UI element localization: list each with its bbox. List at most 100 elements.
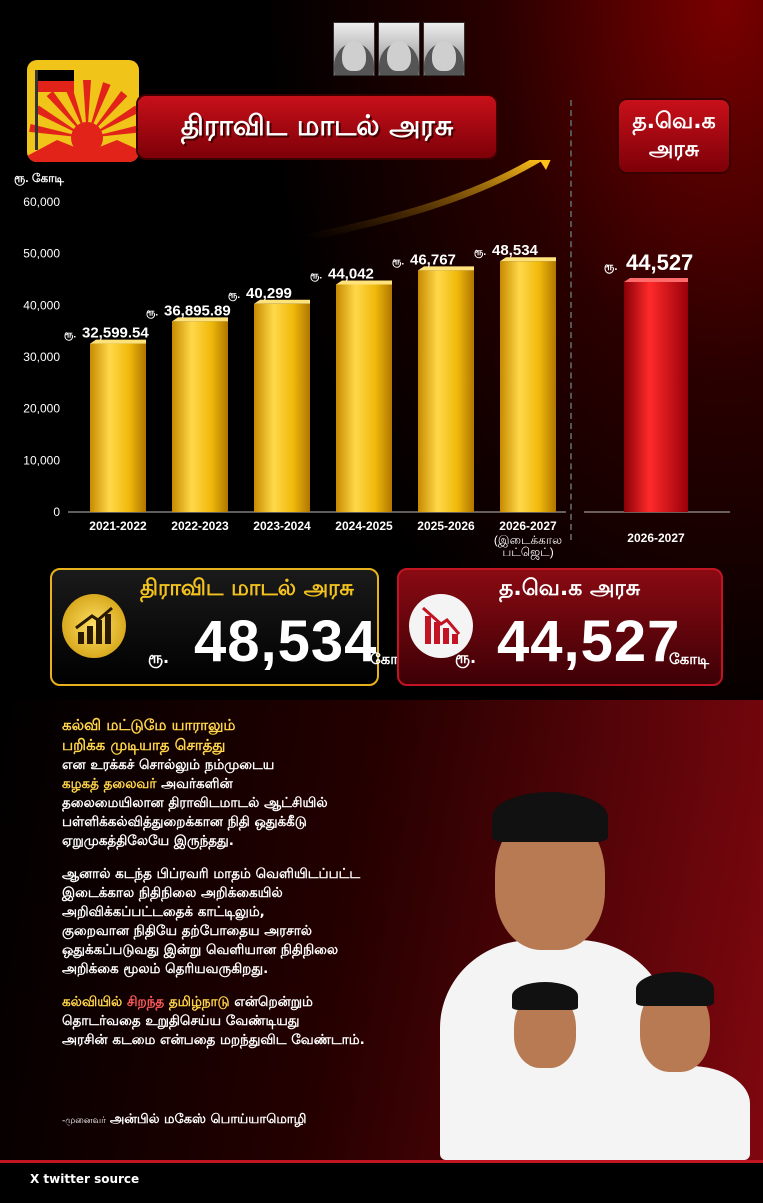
party-logo — [27, 60, 139, 162]
signature-prefix: -முனைவர் — [62, 1116, 106, 1126]
bar-value-label: 46,767 — [410, 251, 456, 268]
body-highlight-5: சிறந்த — [122, 994, 169, 1010]
tvk-summary-unit: கோடி — [669, 650, 710, 668]
bar-top — [90, 339, 146, 344]
y-tick-label: 40,000 — [23, 298, 60, 312]
dmk-summary-value: 48,534 — [194, 609, 378, 674]
dmk-summary-title: திராவிட மாடல் அரசு — [140, 576, 354, 601]
comparison-group: ரூ. 44,527 2026-2027 — [604, 250, 693, 545]
comparison-value-prefix: ரூ. — [604, 261, 617, 274]
y-tick-label: 0 — [53, 505, 60, 519]
bar-value-label: 48,534 — [492, 242, 539, 259]
tvk-summary-title: த.வெ.க அரசு — [499, 576, 641, 601]
growth-chart-icon — [62, 594, 126, 658]
leader-photo-right — [600, 970, 750, 1160]
x-tick-label: 2023-2024 — [253, 519, 311, 533]
tvk-title-banner: த.வெ.க அரசு — [619, 100, 729, 172]
portrait-2 — [378, 22, 420, 76]
portrait-3 — [423, 22, 465, 76]
bar — [500, 261, 556, 512]
leader-portraits — [333, 22, 465, 76]
y-tick-label: 30,000 — [23, 350, 60, 364]
body-highlight-1: கல்வி மட்டுமே யாராலும் — [62, 716, 236, 734]
tvk-summary-value: 44,527 — [497, 609, 681, 674]
growth-arrow-head-icon — [539, 160, 551, 170]
bar — [418, 270, 474, 512]
y-tick-label: 20,000 — [23, 402, 60, 416]
bar-top — [500, 257, 556, 262]
section-divider — [570, 100, 572, 540]
bar-value-label: 36,895.89 — [164, 302, 231, 319]
body-line: குறைவான நிதியே தற்போதைய அரசால் — [62, 923, 312, 939]
tvk-summary-prefix: ரூ. — [455, 648, 477, 667]
y-axis-label: ரூ. கோடி — [14, 171, 64, 186]
y-tick-label: 60,000 — [23, 195, 60, 209]
bar-value-prefix: ரூ. — [228, 290, 240, 301]
bar-value-prefix: ரூ. — [474, 247, 486, 258]
footer: X twitter source — [0, 1160, 763, 1203]
comparison-bar — [624, 281, 688, 512]
growth-arrow-icon — [304, 160, 542, 242]
bar-top — [172, 317, 228, 322]
body-line: அறிக்கை மூலம் தெரியவருகிறது. — [62, 961, 269, 977]
bar-value-label: 40,299 — [246, 285, 292, 302]
body-line: தலைமையிலான திராவிடமாடல் ஆட்சியில் — [62, 795, 328, 811]
comparison-x-label: 2026-2027 — [627, 531, 685, 545]
dmk-summary-prefix: ரூ. — [148, 648, 170, 667]
tvk-summary-card: த.வெ.க அரசு ரூ. 44,527 கோடி — [397, 568, 723, 686]
bar-chart: ரூ. கோடி 0 10,000 20,000 30,000 40,000 50,000… — [14, 160, 730, 560]
footer-source: X twitter source — [30, 1172, 140, 1186]
body-highlight-2: பறிக்க முடியாத சொத்து — [62, 736, 226, 754]
body-line: ஆனால் கடந்த பிப்ரவரி மாதம் வெளியிடப்பட்ட — [62, 866, 361, 882]
body-line: அவர்களின் — [156, 776, 233, 792]
body-line: தொடர்வதை உறுதிசெய்ய வேண்டியது — [62, 1013, 300, 1029]
x-tick-label: 2024-2025 — [335, 519, 393, 533]
x-tick-label: 2022-2023 — [171, 519, 229, 533]
bar-value-prefix: ரூ. — [146, 307, 158, 318]
body-line: இடைக்கால நிதிநிலை அறிக்கையில் — [62, 885, 283, 901]
bar-top — [336, 280, 392, 285]
comparison-bar-top — [624, 277, 688, 282]
bar-value-prefix: ரூ. — [310, 270, 322, 281]
portrait-1 — [333, 22, 375, 76]
body-line: என உரக்கச் சொல்லும் நம்முடைய — [62, 757, 275, 773]
body-highlight-4: கல்வியில் — [62, 994, 123, 1010]
x-tick-label: 2021-2022 — [89, 519, 147, 533]
bar-value-label: 44,042 — [328, 265, 374, 282]
bar — [90, 343, 146, 512]
bar-value-label: 32,599.54 — [82, 325, 149, 342]
body-line: அறிவிக்கப்பட்டதைக் காட்டிலும், — [62, 904, 265, 920]
x-tick-label: 2025-2026 — [417, 519, 475, 533]
bar-value-prefix: ரூ. — [392, 256, 404, 267]
y-axis: 0 10,000 20,000 30,000 40,000 50,000 60,000 — [23, 195, 60, 519]
signature: -முனைவர் அன்பில் மகேஸ் பொய்யாமொழி — [62, 1112, 306, 1128]
tvk-title: த.வெ.க அரசு — [632, 109, 716, 162]
body-line: ஒதுக்கப்படுவது இன்று வெளியான நிதிநிலை — [62, 942, 339, 958]
comparison-value-label: 44,527 — [626, 250, 693, 275]
body-text: கல்வி மட்டுமே யாராலும் பறிக்க முடியாத சொ… — [62, 716, 422, 1064]
bar — [172, 321, 228, 512]
x-tick-note: (இடைக்கால — [494, 533, 562, 548]
page-title: திராவிட மாடல் அரசு — [180, 108, 454, 142]
body-line: என்றென்றும் — [229, 994, 313, 1010]
title-banner: திராவிட மாடல் அரசு — [138, 96, 496, 158]
body-line: அரசின் கடமை என்பதை மறந்துவிட வேண்டாம். — [62, 1032, 365, 1048]
bar-top — [254, 299, 310, 304]
body-highlight-3: கழகத் தலைவர் — [62, 776, 157, 792]
leader-photo-left — [480, 980, 610, 1160]
signature-name: அன்பில் மகேஸ் பொய்யாமொழி — [109, 1112, 307, 1127]
body-highlight-6: தமிழ்நாடு — [168, 994, 230, 1010]
body-line: பள்ளிக்கல்வித்துறைக்கான நிதி ஒதுக்கீடு — [62, 814, 307, 830]
bar — [254, 303, 310, 512]
y-tick-label: 10,000 — [23, 453, 60, 467]
bar-top — [418, 266, 474, 271]
dmk-summary-card: திராவிட மாடல் அரசு ரூ. 48,534 கோடி — [50, 568, 410, 686]
bar — [336, 284, 392, 512]
x-tick-note: பட்ஜெட்) — [502, 545, 553, 560]
x-tick-label: 2026-2027 — [499, 519, 557, 533]
body-line: ஏறுமுகத்திலேயே இருந்தது. — [62, 833, 234, 849]
decline-chart-icon — [409, 594, 473, 658]
bar-value-prefix: ரூ. — [64, 330, 76, 341]
y-tick-label: 50,000 — [23, 247, 60, 261]
